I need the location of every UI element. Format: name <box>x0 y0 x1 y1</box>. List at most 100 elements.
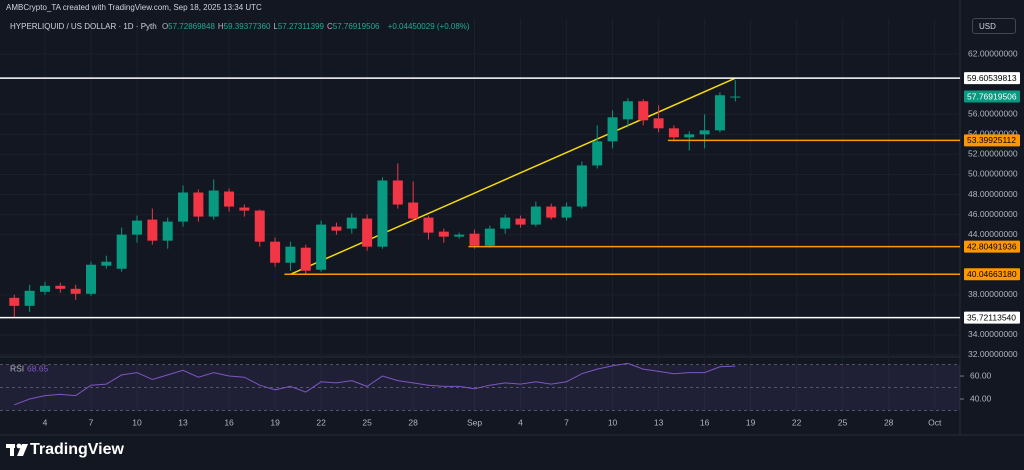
candle-body <box>500 217 511 229</box>
candle-body <box>270 241 281 263</box>
x-tick-label: 16 <box>224 417 234 427</box>
candle-body <box>70 288 81 294</box>
ohlc-key: C <box>326 22 333 31</box>
candle-body <box>116 234 127 269</box>
logo-icon <box>6 443 28 456</box>
x-tick-label: 28 <box>408 417 418 427</box>
candle-body <box>9 297 20 306</box>
x-tick-label: 10 <box>132 417 142 427</box>
candle-body <box>147 219 158 241</box>
y-tick-label: 44.00000000 <box>968 229 1018 239</box>
symbol: HYPERLIQUID / US DOLLAR · 1D · Pyth <box>10 22 157 31</box>
candle-body <box>592 141 603 166</box>
price-label: 42.80491936 <box>967 241 1017 251</box>
last-price-box <box>964 90 1020 103</box>
candle-body <box>178 192 189 222</box>
price-label-box <box>964 72 1020 85</box>
candle-body <box>469 233 480 246</box>
x-tick-label: 22 <box>316 417 326 427</box>
x-tick-label: 25 <box>362 417 372 427</box>
ohlc-key: H <box>217 22 224 31</box>
candle-body <box>684 134 695 138</box>
last-price-label: 57.76919506 <box>967 91 1017 101</box>
price-label: 59.60539813 <box>967 73 1017 83</box>
x-tick-label: 7 <box>564 417 569 427</box>
x-tick-label: 22 <box>792 417 802 427</box>
candle-body <box>316 224 327 270</box>
ohlc-value: 57.27311399 <box>277 22 324 31</box>
price-label: 40.04663180 <box>967 269 1017 279</box>
candle-body <box>515 218 526 225</box>
y-tick-label: 56.00000000 <box>968 109 1018 119</box>
currency-button[interactable]: USD <box>972 18 1016 34</box>
legend-row: HYPERLIQUID / US DOLLAR · 1D · Pyth O57.… <box>10 22 473 31</box>
candle-body <box>546 206 557 218</box>
price-label-box <box>964 311 1020 324</box>
y-tick-label: 46.00000000 <box>968 209 1018 219</box>
candle-body <box>362 218 373 247</box>
candle-body <box>622 101 633 120</box>
y-tick-label: 32.00000000 <box>968 349 1018 359</box>
x-tick-label: Sep <box>467 417 482 427</box>
candle-body <box>561 206 572 218</box>
candle-body <box>714 95 725 131</box>
candle-body <box>730 96 741 98</box>
rsi-label: RSI <box>10 363 24 373</box>
x-tick-label: 4 <box>518 417 523 427</box>
price-label-box <box>964 268 1020 281</box>
rsi-tick-label: 40.00 <box>970 393 992 403</box>
candle-body <box>24 290 35 306</box>
brand: TradingView <box>30 441 124 458</box>
x-tick-label: 28 <box>884 417 894 427</box>
ohlc-value: 57.72869848 <box>168 22 215 31</box>
candle-body <box>101 261 112 266</box>
y-tick-label: 50.00000000 <box>968 169 1018 179</box>
y-tick-label: 38.00000000 <box>968 289 1018 299</box>
change: +0.04450029 (+0.08%) <box>387 22 470 31</box>
price-label: 35.72113540 <box>967 312 1016 322</box>
ohlc: O57.72869848 H59.39377360 L57.27311399 C57.… <box>162 22 383 31</box>
x-tick-label: 7 <box>89 417 94 427</box>
candle-body <box>208 190 219 217</box>
candle-body <box>239 207 250 211</box>
candle-body <box>162 221 173 241</box>
candle-body <box>530 206 541 225</box>
ohlc-key: L <box>273 22 278 31</box>
candle-body <box>254 210 265 242</box>
x-tick-label: 13 <box>654 417 664 427</box>
candle-body <box>607 117 618 142</box>
candle-body <box>132 220 143 235</box>
x-tick-label: 10 <box>608 417 618 427</box>
credit: AMBCrypto_TA created with TradingView.co… <box>6 3 262 12</box>
candle-body <box>377 180 388 247</box>
candle-body <box>484 228 495 246</box>
x-tick-label: 16 <box>700 417 710 427</box>
ohlc-key: O <box>161 22 169 31</box>
candle-body <box>423 217 434 233</box>
candle-body <box>392 180 403 205</box>
candle-body <box>193 192 204 217</box>
candle-body <box>408 202 419 219</box>
candle-body <box>438 231 449 237</box>
candle-body <box>285 246 296 263</box>
candle-body <box>576 165 587 207</box>
x-tick-label: 13 <box>178 417 188 427</box>
candle-body <box>653 118 664 129</box>
price-label-box <box>964 134 1020 147</box>
candle-body <box>668 128 679 138</box>
candle-body <box>39 285 50 292</box>
x-tick-label: 25 <box>838 417 848 427</box>
price-label-box <box>964 240 1020 253</box>
rsi-tick-label: 60.00 <box>970 370 992 380</box>
ohlc-value: 59.39377360 <box>223 22 271 31</box>
y-tick-label: 34.00000000 <box>968 329 1018 339</box>
x-tick-label: 19 <box>270 417 280 427</box>
price-label: 53.39925112 <box>967 135 1016 145</box>
rsi-line <box>14 362 736 406</box>
y-tick-label: 52.00000000 <box>968 149 1018 159</box>
candle-body <box>346 217 357 229</box>
x-tick-label: 19 <box>746 417 756 427</box>
candle-body <box>224 191 235 207</box>
